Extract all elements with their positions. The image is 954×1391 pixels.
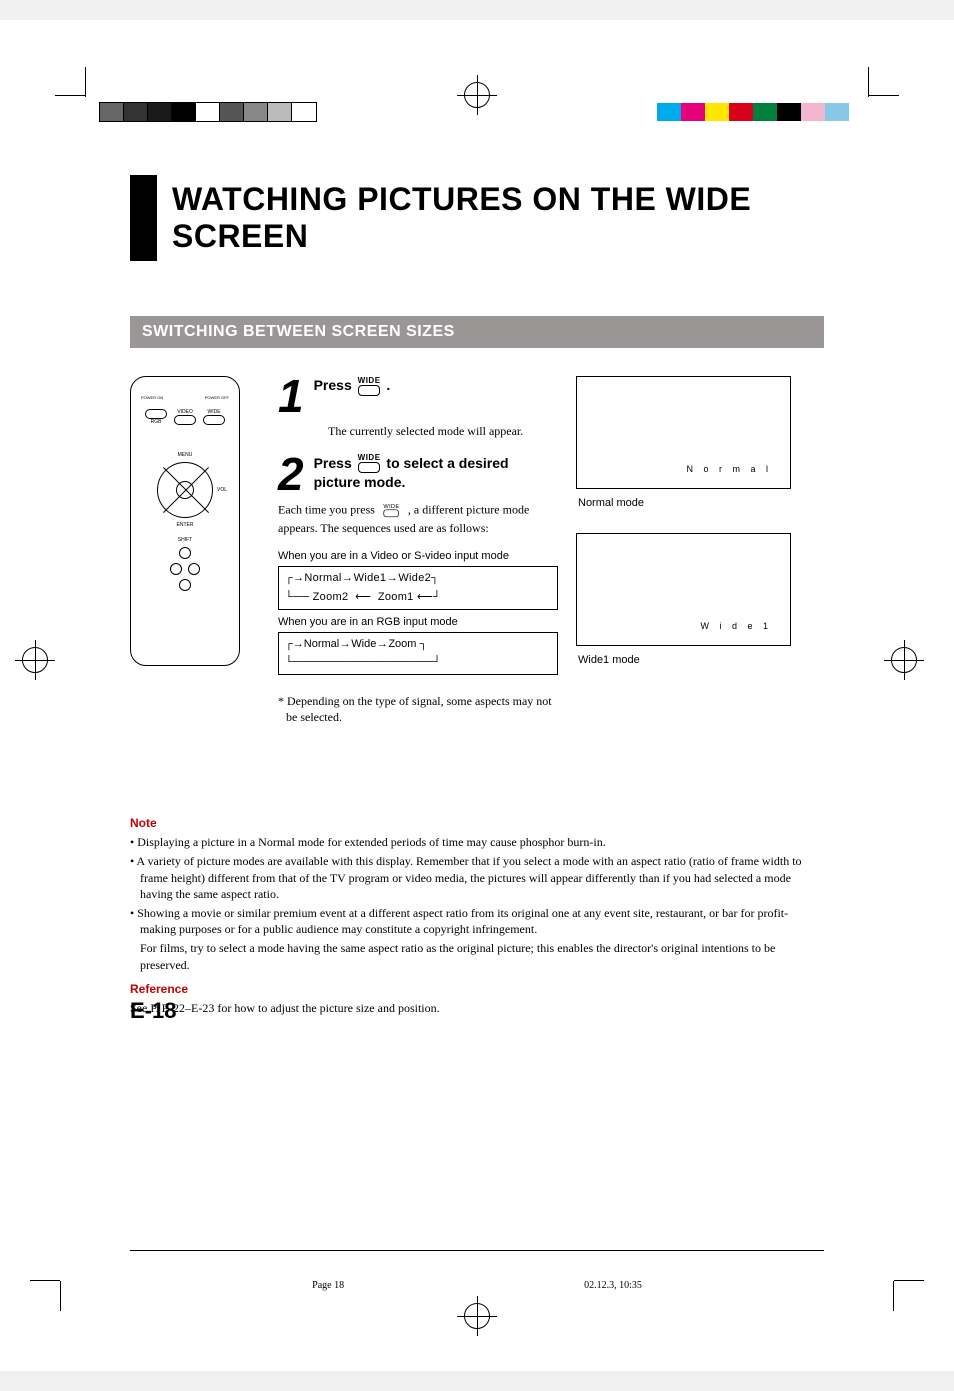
step-1: 1 Press WIDE .: [278, 376, 558, 417]
flow-diagram: ┌→Normal→Wide→Zoom ┐ └──────────────────…: [278, 632, 558, 675]
osd-text: W i d e 1: [700, 621, 772, 631]
text: Press: [314, 455, 356, 471]
columns: POWER ON POWER OFF RGB VIDEO WIDE MENU V…: [130, 376, 824, 725]
page-title: WATCHING PICTURES ON THE WIDE SCREEN: [172, 175, 824, 261]
content-area: WATCHING PICTURES ON THE WIDE SCREEN SWI…: [130, 175, 824, 1251]
wide-button-icon: WIDE: [358, 377, 381, 396]
step-2: 2 Press WIDE to select a desired picture…: [278, 454, 558, 495]
registration-mark: [15, 640, 55, 680]
flow-diagram: ┌→Normal→Wide1→Wide2┐ └── Zoom2 ⟵ Zoom1 …: [278, 566, 558, 609]
step-body: The currently selected mode will appear.: [328, 423, 558, 439]
page: WATCHING PICTURES ON THE WIDE SCREEN SWI…: [0, 20, 954, 1371]
crop-mark: [894, 1280, 924, 1281]
footer-meta: Page 18 02.12.3, 10:35: [312, 1280, 642, 1291]
text: Each time you press: [278, 502, 378, 516]
reference-text: See P. E-22–E-23 for how to adjust the p…: [130, 1000, 824, 1016]
wide-button-icon: WIDE: [383, 504, 399, 517]
screen-preview-wide1: W i d e 1: [576, 533, 791, 646]
step-number: 1: [278, 376, 304, 417]
screen-caption: Normal mode: [578, 497, 824, 509]
shift-buttons: SHIFT: [170, 537, 200, 591]
footnote: * Depending on the type of signal, some …: [278, 693, 558, 725]
footer-date: 02.12.3, 10:35: [584, 1280, 642, 1291]
screen-caption: Wide1 mode: [578, 654, 824, 666]
video-button-icon: [174, 415, 196, 425]
remote-label: VOL: [217, 487, 227, 493]
shift-down-icon: [179, 579, 191, 591]
screen-preview-normal: N o r m a l: [576, 376, 791, 489]
note-item: Displaying a picture in a Normal mode fo…: [130, 834, 824, 850]
remote-column: POWER ON POWER OFF RGB VIDEO WIDE MENU V…: [130, 376, 260, 725]
wide-button-icon: [203, 415, 225, 425]
note-item: Showing a movie or similar premium event…: [130, 905, 824, 937]
section-header: SWITCHING BETWEEN SCREEN SIZES: [130, 316, 824, 348]
text: Press: [314, 377, 356, 393]
dpad-icon: MENU VOL ENTER: [157, 462, 213, 518]
crop-mark: [55, 95, 85, 96]
registration-mark: [457, 75, 497, 115]
notes-section: Note Displaying a picture in a Normal mo…: [130, 815, 824, 1016]
shift-right-icon: [188, 563, 200, 575]
screens-column: N o r m a l Normal mode W i d e 1 Wide1 …: [576, 376, 824, 725]
shift-up-icon: [179, 547, 191, 559]
registration-mark: [884, 640, 924, 680]
crop-mark: [869, 95, 899, 96]
remote-label: ENTER: [177, 522, 194, 528]
footer-rule: [130, 1250, 824, 1251]
remote-label: POWER OFF: [205, 395, 229, 400]
crop-mark: [30, 1280, 60, 1281]
mode-heading: When you are in a Video or S-video input…: [278, 550, 558, 562]
remote-label: RGB: [151, 419, 162, 425]
remote-label: MENU: [178, 452, 193, 458]
print-color-bar: [657, 103, 849, 121]
footer-page: Page 18: [312, 1280, 344, 1291]
reference-heading: Reference: [130, 981, 824, 997]
step-heading: Press WIDE to select a desired picture m…: [314, 454, 558, 493]
wide-button-icon: WIDE: [358, 454, 381, 473]
page-number: E-18: [130, 996, 176, 1026]
registration-mark: [457, 1296, 497, 1336]
osd-text: N o r m a l: [686, 464, 772, 474]
remote-label: SHIFT: [178, 537, 192, 543]
remote-label: POWER ON: [141, 395, 163, 400]
remote-diagram: POWER ON POWER OFF RGB VIDEO WIDE MENU V…: [130, 376, 240, 666]
steps-column: 1 Press WIDE . The currently selected mo…: [278, 376, 558, 725]
step-body: Each time you press WIDE , a different p…: [278, 501, 558, 536]
text: .: [386, 377, 390, 393]
shift-left-icon: [170, 563, 182, 575]
mode-heading: When you are in an RGB input mode: [278, 616, 558, 628]
title-bar-icon: [130, 175, 157, 261]
title-block: WATCHING PICTURES ON THE WIDE SCREEN: [130, 175, 824, 261]
rgb-button-icon: [145, 409, 167, 419]
note-item: A variety of picture modes are available…: [130, 853, 824, 902]
print-gray-bar: [100, 103, 316, 121]
note-item: For films, try to select a mode having t…: [130, 940, 824, 972]
step-heading: Press WIDE .: [314, 376, 391, 396]
note-heading: Note: [130, 815, 824, 831]
step-number: 2: [278, 454, 304, 495]
